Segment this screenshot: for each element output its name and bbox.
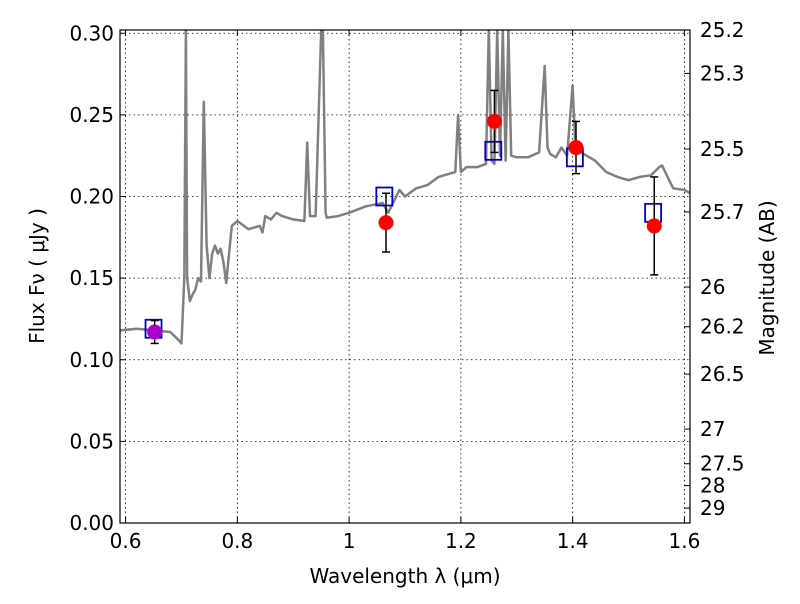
y-tick-label: 0.05 [69,429,114,453]
y2-tick-label: 25.5 [700,137,745,161]
x-axis-title: Wavelength λ (μm) [309,564,500,588]
observed-flux-point [568,140,584,156]
model-photometry-square [484,140,503,161]
y2-tick-label: 26.5 [700,362,745,386]
observed-flux-point [646,218,662,234]
y2-tick-label: 26 [700,275,725,299]
x-tick-label: 1.6 [669,529,701,553]
x-tick-label: 1 [343,529,356,553]
observed-flux-point [378,215,394,231]
model-photometry-square [375,186,394,207]
y2-tick-label: 27 [700,417,725,441]
plot-frame [119,29,691,524]
y2-tick-label: 26.2 [700,315,745,339]
y2-tick-label: 25.3 [700,61,745,85]
x-tick-label: 1.4 [557,529,589,553]
y-tick-label: 0.00 [69,511,114,535]
y-tick-label: 0.25 [69,103,114,127]
x-tick-label: 0.6 [110,529,142,553]
grid-lines [120,30,690,524]
observed-flux-point [486,113,502,129]
x-tick-label: 0.8 [221,529,253,553]
y2-tick-label: 29 [700,496,725,520]
y-tick-label: 0.20 [69,185,114,209]
axis-ticks: 0.6 0.8 1 1.2 1.4 1.6 0.00 0.05 0.10 0.15 0.20 0.25… [69,18,744,553]
right-axis-title: Magnitude (AB) [755,200,779,355]
y2-tick-label: 25.7 [700,200,745,224]
y-tick-label: 0.15 [69,266,114,290]
y-tick-label: 0.30 [69,21,114,45]
y-tick-label: 0.10 [69,348,114,372]
y2-tick-label: 28 [700,474,725,498]
y2-tick-label: 27.5 [700,452,745,476]
plot-area [120,30,690,345]
model-spectrum-line [120,30,690,345]
y2-tick-label: 25.2 [700,18,745,42]
x-tick-label: 1.2 [445,529,477,553]
y-axis-title: Flux Fν ( μJy ) [25,208,49,344]
observed-flux-point [147,324,163,340]
